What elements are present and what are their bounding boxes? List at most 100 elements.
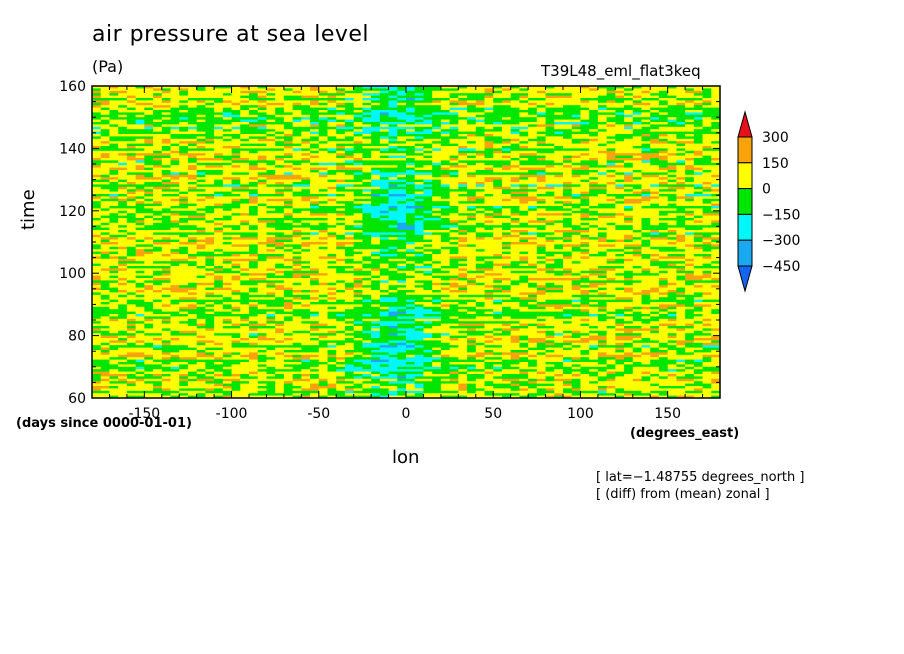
field-cell — [292, 314, 311, 317]
field-cell — [397, 299, 407, 303]
field-cell — [449, 138, 485, 142]
field-cell — [92, 258, 119, 262]
field-cell — [449, 335, 468, 339]
field-cell — [336, 237, 346, 240]
annotation-diff: [ (diff) from (mean) zonal ] — [596, 487, 770, 502]
field-cell — [109, 102, 137, 106]
field-cell — [214, 342, 224, 346]
field-cell — [153, 150, 163, 154]
field-cell — [240, 316, 250, 320]
field-cell — [597, 374, 608, 377]
field-cell — [336, 256, 363, 260]
field-cell — [414, 299, 433, 303]
field-cell — [388, 266, 398, 269]
field-cell — [353, 268, 363, 272]
field-cell — [344, 366, 363, 370]
field-cell — [371, 256, 381, 260]
field-cell — [205, 179, 215, 183]
field-cell — [240, 165, 250, 168]
field-cell — [414, 378, 433, 382]
field-cell — [484, 215, 494, 219]
field-cell — [379, 98, 398, 101]
field-cell — [310, 114, 320, 118]
field-cell — [510, 227, 538, 231]
field-cell — [693, 381, 703, 384]
field-cell — [344, 88, 355, 92]
field-cell — [702, 90, 712, 94]
field-cell — [580, 374, 590, 377]
field-cell — [100, 102, 110, 106]
field-cell — [414, 110, 451, 113]
field-cell — [371, 251, 381, 255]
field-cell — [144, 366, 171, 370]
field-cell — [92, 309, 128, 312]
field-cell — [371, 280, 381, 284]
field-cell — [388, 258, 407, 262]
field-cell — [580, 184, 590, 188]
field-cell — [240, 182, 250, 185]
field-cell — [571, 299, 581, 303]
field-cell — [440, 352, 477, 356]
field-cell — [109, 318, 119, 322]
field-cell — [179, 105, 189, 108]
field-cell — [161, 364, 180, 368]
field-cell — [249, 210, 259, 214]
field-cell — [484, 184, 494, 188]
field-cell — [589, 177, 599, 180]
field-cell — [580, 232, 599, 236]
field-cell — [406, 179, 424, 183]
field-cell — [554, 124, 573, 128]
field-cell — [196, 182, 215, 185]
field-cell — [493, 150, 503, 154]
field-cell — [388, 225, 398, 228]
field-cell — [118, 230, 128, 233]
field-cell — [458, 129, 477, 132]
field-cell — [344, 280, 355, 284]
field-cell — [222, 100, 232, 104]
field-cell — [475, 198, 485, 202]
field-cell — [676, 316, 686, 320]
field-cell — [650, 359, 677, 363]
field-cell — [231, 311, 250, 315]
field-cell — [126, 321, 145, 324]
field-cell — [685, 119, 695, 123]
field-cell — [275, 239, 294, 243]
field-cell — [624, 172, 634, 176]
field-cell — [676, 340, 695, 344]
field-cell — [658, 314, 669, 317]
field-cell — [318, 268, 337, 272]
field-cell — [353, 220, 398, 224]
field-cell — [318, 338, 346, 341]
field-cell — [100, 232, 110, 236]
field-cell — [144, 369, 154, 372]
field-cell — [632, 330, 651, 334]
field-cell — [397, 177, 416, 180]
field-cell — [685, 198, 695, 202]
field-cell — [615, 364, 625, 368]
field-cell — [100, 95, 128, 99]
field-cell — [92, 206, 102, 209]
field-cell — [170, 136, 198, 140]
field-cell — [589, 189, 608, 192]
field-cell — [283, 117, 294, 120]
field-cell — [92, 374, 102, 377]
field-cell — [685, 345, 703, 348]
field-cell — [292, 381, 320, 384]
field-cell — [92, 352, 102, 356]
field-cell — [702, 321, 721, 324]
field-cell — [344, 374, 363, 377]
field-cell — [292, 376, 302, 380]
field-cell — [187, 263, 198, 267]
field-cell — [161, 194, 180, 197]
field-cell — [458, 261, 485, 264]
field-cell — [397, 208, 416, 212]
field-cell — [109, 138, 137, 142]
field-cell — [423, 191, 433, 195]
field-cell — [589, 134, 599, 137]
field-cell — [702, 234, 712, 238]
field-cell — [353, 153, 363, 156]
field-cell — [170, 362, 189, 365]
field-cell — [144, 218, 154, 221]
field-cell — [301, 263, 363, 267]
field-cell — [249, 287, 259, 291]
